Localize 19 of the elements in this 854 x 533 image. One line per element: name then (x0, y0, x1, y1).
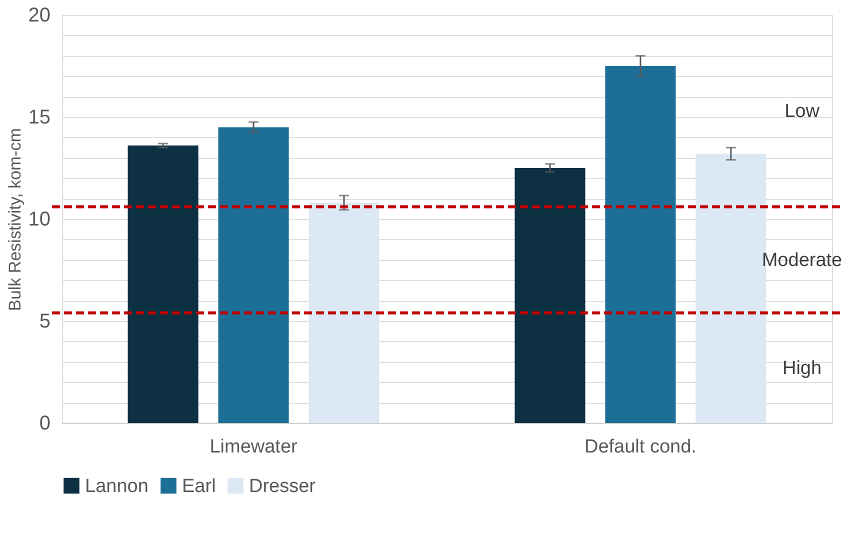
bar (308, 202, 380, 423)
annotation: Moderate (762, 250, 842, 271)
y-tick-label: 0 (39, 412, 50, 434)
y-tick-label: 5 (39, 310, 50, 332)
x-tick-label: Default cond. (584, 436, 696, 458)
legend-label: Earl (182, 476, 216, 497)
y-tick-label: 10 (28, 208, 50, 230)
bar (514, 168, 586, 423)
legend-label: Lannon (85, 476, 148, 497)
bar (218, 127, 289, 423)
annotation: Low (784, 100, 820, 122)
annotation: High (782, 358, 822, 379)
bar (128, 146, 198, 423)
legend-label: Dresser (249, 476, 316, 497)
x-tick-label: Limewater (210, 436, 298, 458)
y-tick-label: 20 (28, 4, 50, 26)
y-tick-label: 15 (28, 106, 50, 128)
y-axis-title: Bulk Resistivity, kom-cm (5, 128, 24, 311)
bar (605, 66, 676, 423)
